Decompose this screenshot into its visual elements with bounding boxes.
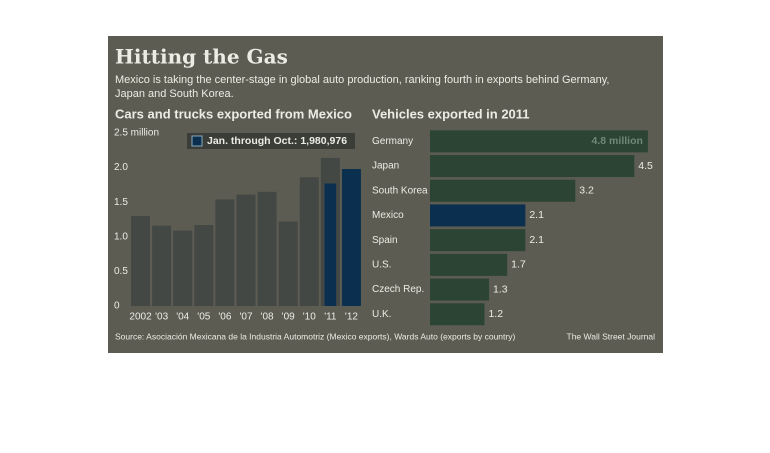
bar <box>430 179 576 202</box>
bar <box>257 191 277 306</box>
x-tick-label: '08 <box>261 312 274 323</box>
chart-title: Vehicles exported in 2011 <box>372 106 530 121</box>
y-tick-label: Mexico <box>372 210 404 221</box>
value-label: 1.2 <box>488 308 503 320</box>
value-label: 2.1 <box>529 209 544 221</box>
bar <box>173 230 193 306</box>
bar <box>341 168 361 306</box>
y-tick-label: Germany <box>372 136 413 147</box>
bar <box>299 177 319 306</box>
legend-box <box>187 133 355 149</box>
value-label: 4.5 <box>638 160 653 172</box>
y-tick-label: South Korea <box>372 185 428 196</box>
subtitle: Mexico is taking the center-stage in glo… <box>115 74 609 86</box>
legend-label: Jan. through Oct.: 1,980,976 <box>207 135 347 147</box>
y-tick-label: 2.5 million <box>114 128 159 139</box>
bar <box>131 216 151 306</box>
bar <box>324 183 337 306</box>
x-tick-label: '05 <box>197 312 210 323</box>
y-tick-label: 1.5 <box>114 197 128 208</box>
value-label: 1.3 <box>493 283 508 295</box>
source: Source: Asociación Mexicana de la Indust… <box>115 331 515 341</box>
bar <box>430 229 526 252</box>
bar <box>215 199 235 306</box>
y-tick-label: 2.0 <box>114 162 128 173</box>
credit: The Wall Street Journal <box>567 331 656 341</box>
x-tick-label: 2002 <box>129 312 152 323</box>
legend-swatch <box>191 135 203 147</box>
title: Hitting the Gas <box>115 45 288 69</box>
value-label: 4.8 million <box>592 135 643 147</box>
y-tick-label: Japan <box>372 161 399 172</box>
bar <box>430 204 526 227</box>
y-tick-label: 0 <box>114 301 120 312</box>
y-tick-label: Czech Rep. <box>372 284 424 295</box>
bar <box>430 253 508 276</box>
bar <box>152 225 172 306</box>
x-tick-label: '04 <box>176 312 189 323</box>
y-tick-label: 1.0 <box>114 231 128 242</box>
chart-title: Cars and trucks exported from Mexico <box>115 106 352 121</box>
subtitle: Japan and South Korea. <box>115 88 234 100</box>
value-label: 3.2 <box>579 185 594 197</box>
x-tick-label: '09 <box>282 312 295 323</box>
bar <box>430 130 648 153</box>
bar <box>194 225 214 306</box>
value-label: 1.7 <box>511 259 526 271</box>
bar <box>430 155 635 178</box>
bar <box>430 303 485 326</box>
value-label: 2.1 <box>529 234 544 246</box>
y-tick-label: U.K. <box>372 309 391 320</box>
x-tick-label: '11 <box>324 312 337 323</box>
bar <box>278 221 298 306</box>
y-tick-label: 0.5 <box>114 266 128 277</box>
x-tick-label: '10 <box>303 312 316 323</box>
x-tick-label: '12 <box>345 312 358 323</box>
bar <box>430 278 490 301</box>
x-tick-label: '06 <box>218 312 231 323</box>
x-tick-label: '07 <box>239 312 252 323</box>
y-tick-label: U.S. <box>372 259 391 270</box>
x-tick-label: '03 <box>155 312 168 323</box>
bar <box>236 194 256 306</box>
y-tick-label: Spain <box>372 235 398 246</box>
